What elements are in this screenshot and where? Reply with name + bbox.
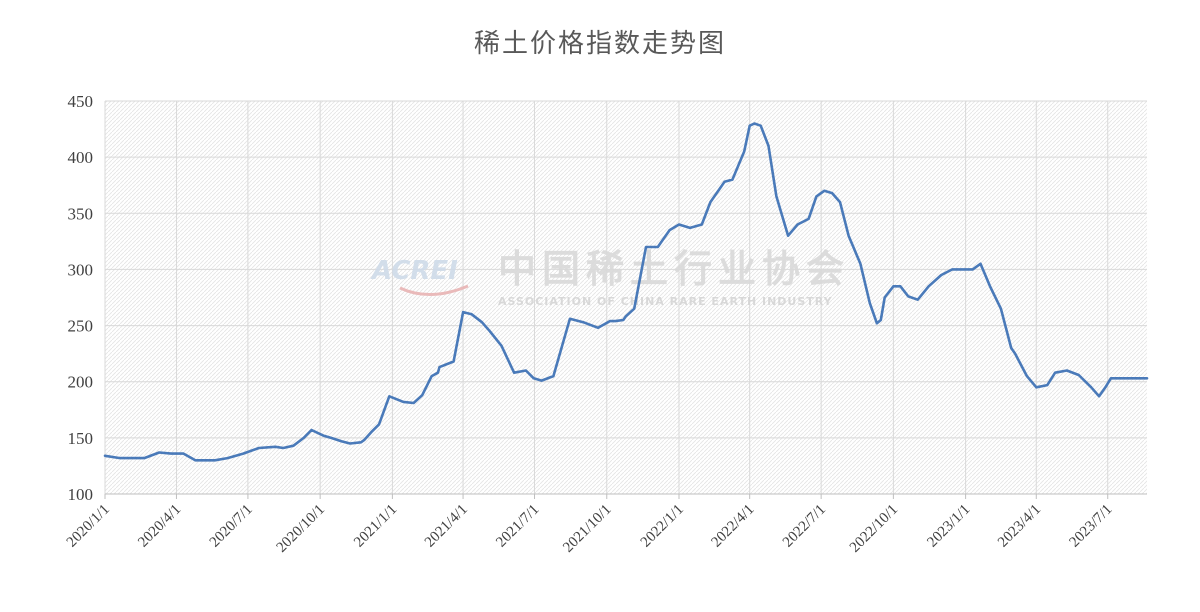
x-axis: 2020/1/1 2020/4/1 2020/7/1 2020/10/1 2021/1/… — [64, 493, 1147, 556]
x-tick-label: 2020/7/1 — [207, 502, 256, 551]
watermark-cn: 中国稀土行业协会 — [498, 246, 850, 291]
y-axis: 100 150 200 250 300 350 400 450 — [68, 92, 94, 504]
x-tick-label: 2020/10/1 — [274, 502, 328, 556]
x-tick-label: 2023/7/1 — [1067, 502, 1116, 551]
y-tick-label: 300 — [68, 260, 94, 279]
watermark-swoosh — [399, 284, 469, 297]
y-tick-label: 400 — [68, 148, 94, 167]
x-tick-label: 2020/1/1 — [64, 502, 113, 551]
price-index-line — [103, 122, 1149, 462]
x-tick-label: 2022/7/1 — [780, 502, 829, 551]
x-tick-label: 2022/10/1 — [847, 502, 901, 556]
y-tick-label: 350 — [68, 204, 94, 223]
x-tick-label: 2023/4/1 — [995, 502, 1044, 551]
y-tick-label: 100 — [68, 485, 94, 504]
gridlines — [104, 100, 1147, 495]
y-tick-label: 200 — [68, 373, 94, 392]
y-tick-label: 450 — [68, 92, 94, 111]
watermark-en: ACREI — [370, 256, 458, 286]
watermark: ACREI 中国稀土行业协会 ASSOCIATION OF CHINA RARE… — [370, 246, 850, 308]
x-tick-label: 2022/4/1 — [708, 502, 757, 551]
y-tick-label: 150 — [68, 429, 94, 448]
x-tick-label: 2023/1/1 — [924, 502, 973, 551]
x-tick-label: 2021/7/1 — [493, 502, 542, 551]
x-tick-label: 2021/4/1 — [422, 502, 471, 551]
x-tick-label: 2021/1/1 — [351, 502, 400, 551]
x-tick-label: 2020/4/1 — [135, 502, 184, 551]
watermark-sub: ASSOCIATION OF CHINA RARE EARTH INDUSTRY — [498, 295, 833, 308]
chart-title: 稀土价格指数走势图 — [474, 29, 726, 59]
series-group — [103, 122, 1149, 462]
x-tick-label: 2021/10/1 — [560, 502, 614, 556]
plot-area — [105, 101, 1147, 494]
y-tick-label: 250 — [68, 317, 94, 336]
x-tick-label: 2022/1/1 — [638, 502, 687, 551]
